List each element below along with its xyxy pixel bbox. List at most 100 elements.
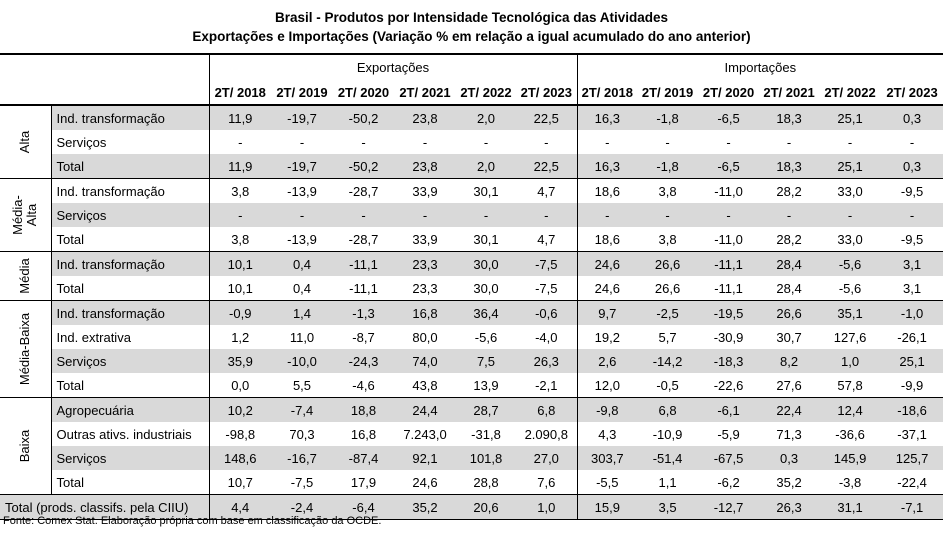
value-cell: 22,4 — [759, 397, 820, 422]
value-cell: 4,7 — [516, 178, 578, 203]
value-cell: 0,4 — [292, 280, 312, 296]
period-header: 2T/ 2021 — [759, 80, 820, 106]
value-cell: 35,2 — [394, 494, 456, 520]
row-label: Total — [51, 154, 210, 179]
value-cell: 7.243,0 — [403, 426, 447, 442]
value-cell: - — [516, 130, 578, 154]
value-cell: - — [516, 203, 578, 227]
value-cell: 30,0 — [473, 280, 499, 296]
value-cell: 74,0 — [394, 349, 456, 373]
header-row-groups: Exportações Importações — [0, 53, 943, 80]
table-row: Outras ativs. industriais -98,8 70,3 16,8 7.… — [0, 422, 943, 446]
value-cell: -7,4 — [271, 397, 333, 422]
table-row: Baixa Agropecuária 10,2 -7,4 18,8 24,4 28,7 6,8… — [0, 397, 943, 495]
value-cell: 24,6 — [594, 280, 620, 296]
value-cell: 10,7 — [227, 474, 253, 490]
value-cell: 26,3 — [516, 349, 578, 373]
value-cell: 18,3 — [759, 104, 820, 130]
value-cell: 28,8 — [473, 474, 499, 490]
period-header: 2T/ 2021 — [394, 80, 456, 106]
value-cell: -6,5 — [698, 154, 760, 179]
value-cell: 19,2 — [594, 329, 620, 345]
value-cell: 7,5 — [456, 349, 516, 373]
value-cell: 36,4 — [456, 300, 516, 325]
value-cell: -5,6 — [474, 329, 498, 345]
value-cell: 0,4 — [271, 251, 333, 276]
value-cell: 23,3 — [394, 251, 456, 276]
table-body: Exportações Importações 2T/ 2018 2T/ 2019 2T… — [0, 53, 943, 520]
value-cell: -51,4 — [637, 446, 699, 470]
value-cell: -98,8 — [225, 426, 256, 442]
value-cell: 11,9 — [209, 154, 271, 179]
value-cell: - — [698, 203, 760, 227]
grand-total-label: Total (prods. classifs. pela CIIU) — [0, 494, 210, 520]
value-cell: -50,2 — [333, 154, 394, 179]
value-cell: 71,3 — [776, 426, 802, 442]
table-row: Serviços 35,9 -10,0 -24,3 74,0 7,5 26,3 2,6 -14,… — [0, 349, 943, 373]
value-cell: -18,3 — [698, 349, 760, 373]
value-cell: 4,7 — [516, 227, 578, 252]
value-cell: - — [637, 203, 699, 227]
table-row: Total 11,9 -19,7 -50,2 23,8 2,0 22,5 16,3 -1,8 -6… — [0, 154, 943, 179]
value-cell: -6,4 — [333, 494, 394, 520]
value-cell: -6,5 — [698, 104, 760, 130]
period-header: 2T/ 2020 — [698, 80, 760, 106]
value-cell: 25,1 — [881, 349, 943, 373]
value-cell: 3,8 — [231, 231, 250, 247]
period-header: 2T/ 2018 — [577, 80, 638, 106]
value-cell: -5,5 — [596, 474, 619, 490]
value-cell: - — [605, 134, 610, 150]
group-label: Média — [0, 251, 52, 301]
table-title: Brasil - Produtos por Intensidade Tecnol… — [274, 10, 669, 25]
value-cell: 4,3 — [598, 426, 617, 442]
value-cell: -2,4 — [271, 494, 333, 520]
value-cell: -14,2 — [637, 349, 699, 373]
row-label: Total — [51, 227, 210, 252]
period-header: 2T/ 2023 — [516, 80, 578, 106]
value-cell: 125,7 — [881, 446, 943, 470]
table-row: Serviços 148,6 -16,7 -87,4 92,1 101,8 27,0 303,… — [0, 446, 943, 470]
row-label: Total — [51, 276, 210, 301]
value-cell: 1,2 — [231, 329, 250, 345]
row-label: Serviços — [51, 130, 210, 154]
value-cell: 0,0 — [231, 377, 250, 393]
table-row: Total 10,1 0,4 -11,1 23,3 30,0 -7,5 24,6 26,6 -11… — [0, 276, 943, 301]
value-cell: 0,3 — [881, 104, 943, 130]
value-cell: - — [786, 134, 792, 150]
value-cell: 0,3 — [759, 446, 820, 470]
value-cell: 15,9 — [577, 494, 638, 520]
value-cell: -6,1 — [698, 397, 760, 422]
value-cell: 18,8 — [333, 397, 394, 422]
value-cell: 7,6 — [516, 470, 578, 495]
value-cell: -67,5 — [698, 446, 760, 470]
value-cell: 3,8 — [209, 178, 271, 203]
value-cell: 28,2 — [776, 231, 802, 247]
group-label: Baixa — [0, 397, 52, 495]
value-cell: 35,2 — [776, 474, 802, 490]
value-cell: - — [299, 134, 305, 150]
value-cell: -7,5 — [516, 276, 578, 301]
row-label: Ind. transformação — [51, 178, 210, 203]
group-label-text: Média — [17, 258, 33, 294]
value-cell: -36,6 — [835, 426, 865, 442]
value-cell: 23,8 — [394, 154, 456, 179]
value-cell: -11,1 — [349, 280, 378, 296]
value-cell: 4,4 — [209, 494, 271, 520]
value-cell: -11,1 — [714, 280, 743, 296]
value-cell: 11,0 — [289, 329, 315, 345]
value-cell: 0,3 — [881, 154, 943, 179]
value-cell: -10,9 — [652, 426, 683, 442]
group-label: Alta — [0, 104, 52, 179]
value-cell: 35,9 — [209, 349, 271, 373]
value-cell: -2,1 — [516, 373, 578, 398]
value-cell: -22,6 — [713, 377, 744, 393]
row-label: Serviços — [51, 349, 210, 373]
period-header: 2T/ 2023 — [881, 80, 943, 106]
value-cell: 5,7 — [658, 329, 677, 345]
value-cell: -7,1 — [881, 494, 943, 520]
period-header: 2T/ 2022 — [456, 80, 516, 106]
value-cell: 5,5 — [292, 377, 312, 393]
value-cell: 1,1 — [658, 474, 677, 490]
table-row: Ind. extrativa 1,2 11,0 -8,7 80,0 -5,6 -4,0 19,… — [0, 325, 943, 349]
value-cell: 22,5 — [516, 154, 578, 179]
